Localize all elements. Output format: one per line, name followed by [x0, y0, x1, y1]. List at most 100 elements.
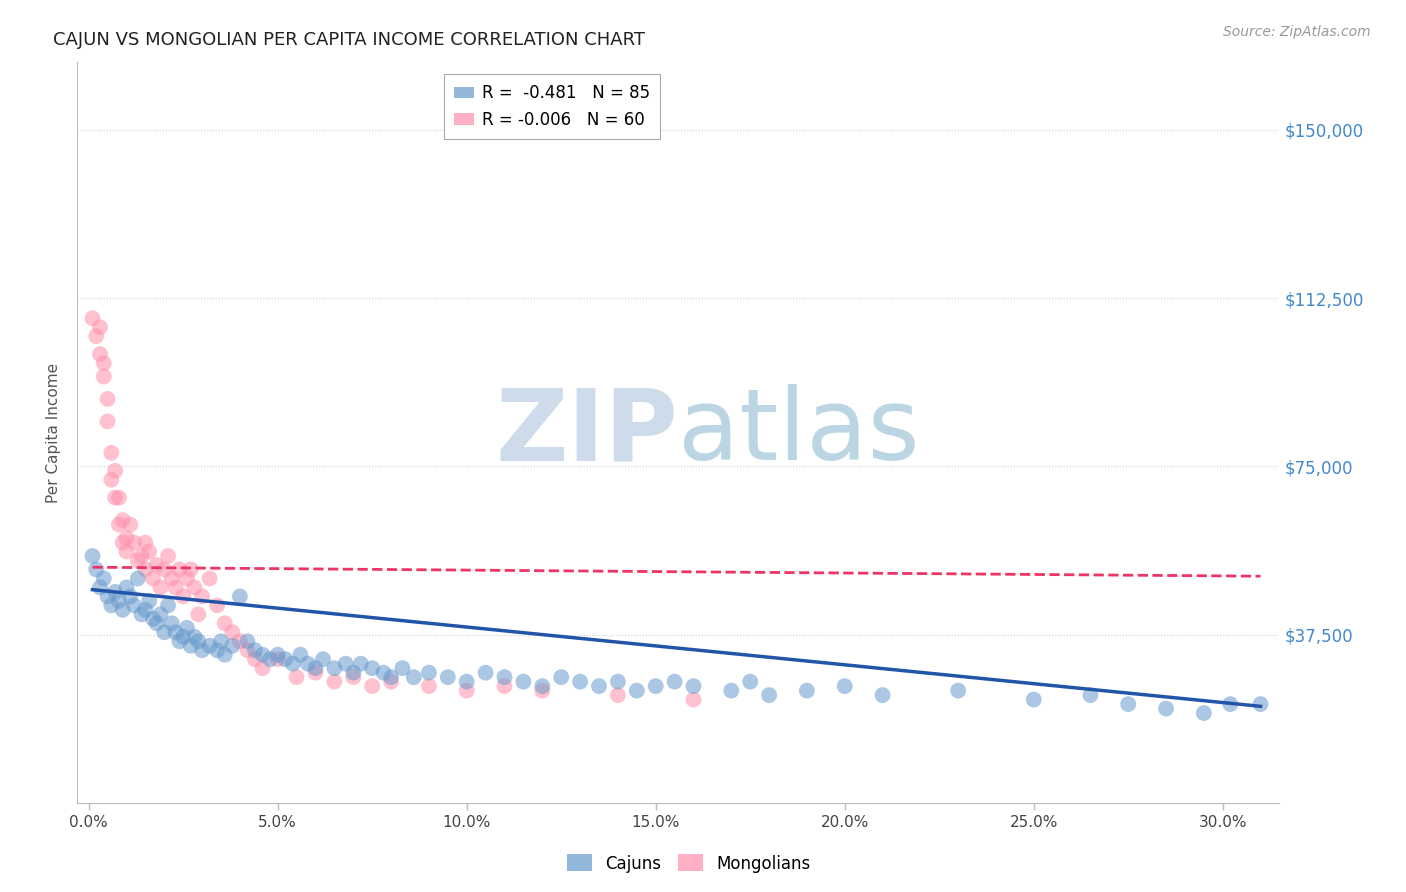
Point	[100, 473, 122, 487]
Point	[127, 553, 149, 567]
Text: ZIP: ZIP	[495, 384, 679, 481]
Point	[214, 648, 236, 662]
Point	[946, 683, 969, 698]
Point	[297, 657, 319, 671]
Point	[531, 679, 554, 693]
Point	[720, 683, 742, 698]
Point	[97, 392, 120, 406]
Point	[436, 670, 458, 684]
Point	[418, 665, 440, 680]
Point	[221, 639, 243, 653]
Point	[187, 607, 209, 622]
Point	[127, 571, 149, 585]
Point	[209, 634, 232, 648]
Point	[93, 571, 115, 585]
Point	[259, 652, 281, 666]
Point	[1116, 697, 1139, 711]
Text: CAJUN VS MONGOLIAN PER CAPITA INCOME CORRELATION CHART: CAJUN VS MONGOLIAN PER CAPITA INCOME COR…	[53, 31, 645, 49]
Point	[834, 679, 856, 693]
Point	[221, 625, 243, 640]
Point	[169, 562, 191, 576]
Point	[205, 599, 228, 613]
Point	[172, 590, 194, 604]
Point	[160, 616, 183, 631]
Point	[531, 683, 554, 698]
Point	[120, 517, 142, 532]
Point	[176, 621, 198, 635]
Point	[1080, 688, 1102, 702]
Point	[606, 674, 628, 689]
Point	[644, 679, 666, 693]
Point	[682, 679, 704, 693]
Point	[89, 347, 111, 361]
Point	[97, 414, 120, 428]
Point	[342, 665, 364, 680]
Point	[122, 599, 145, 613]
Point	[84, 329, 107, 343]
Point	[157, 549, 180, 563]
Point	[236, 643, 259, 657]
Point	[606, 688, 628, 702]
Point	[100, 599, 122, 613]
Point	[214, 616, 236, 631]
Point	[169, 634, 191, 648]
Point	[153, 625, 176, 640]
Point	[111, 513, 134, 527]
Point	[111, 535, 134, 549]
Point	[134, 562, 156, 576]
Point	[172, 630, 194, 644]
Point	[100, 446, 122, 460]
Point	[274, 652, 297, 666]
Point	[84, 562, 107, 576]
Point	[373, 665, 395, 680]
Point	[165, 581, 187, 595]
Point	[187, 634, 209, 648]
Point	[494, 670, 516, 684]
Point	[361, 679, 384, 693]
Point	[588, 679, 610, 693]
Point	[120, 590, 142, 604]
Point	[82, 311, 104, 326]
Point	[108, 517, 131, 532]
Point	[550, 670, 572, 684]
Point	[180, 562, 202, 576]
Text: Source: ZipAtlas.com: Source: ZipAtlas.com	[1223, 25, 1371, 39]
Point	[267, 652, 290, 666]
Point	[134, 603, 156, 617]
Point	[418, 679, 440, 693]
Point	[1022, 692, 1045, 706]
Point	[198, 639, 221, 653]
Legend: R =  -0.481   N = 85, R = -0.006   N = 60: R = -0.481 N = 85, R = -0.006 N = 60	[444, 74, 661, 139]
Point	[350, 657, 373, 671]
Point	[626, 683, 648, 698]
Text: atlas: atlas	[679, 384, 920, 481]
Point	[342, 670, 364, 684]
Point	[664, 674, 686, 689]
Point	[131, 607, 153, 622]
Point	[1192, 706, 1215, 720]
Point	[93, 369, 115, 384]
Point	[149, 581, 172, 595]
Point	[361, 661, 384, 675]
Point	[165, 625, 187, 640]
Point	[93, 356, 115, 370]
Point	[391, 661, 413, 675]
Point	[229, 590, 252, 604]
Point	[111, 603, 134, 617]
Point	[290, 648, 312, 662]
Point	[304, 665, 326, 680]
Point	[122, 535, 145, 549]
Point	[157, 599, 180, 613]
Point	[142, 612, 165, 626]
Point	[82, 549, 104, 563]
Point	[323, 661, 346, 675]
Point	[456, 674, 478, 689]
Point	[1154, 701, 1177, 715]
Point	[758, 688, 780, 702]
Point	[104, 491, 127, 505]
Point	[149, 607, 172, 622]
Point	[512, 674, 534, 689]
Point	[180, 639, 202, 653]
Point	[191, 643, 214, 657]
Point	[380, 670, 402, 684]
